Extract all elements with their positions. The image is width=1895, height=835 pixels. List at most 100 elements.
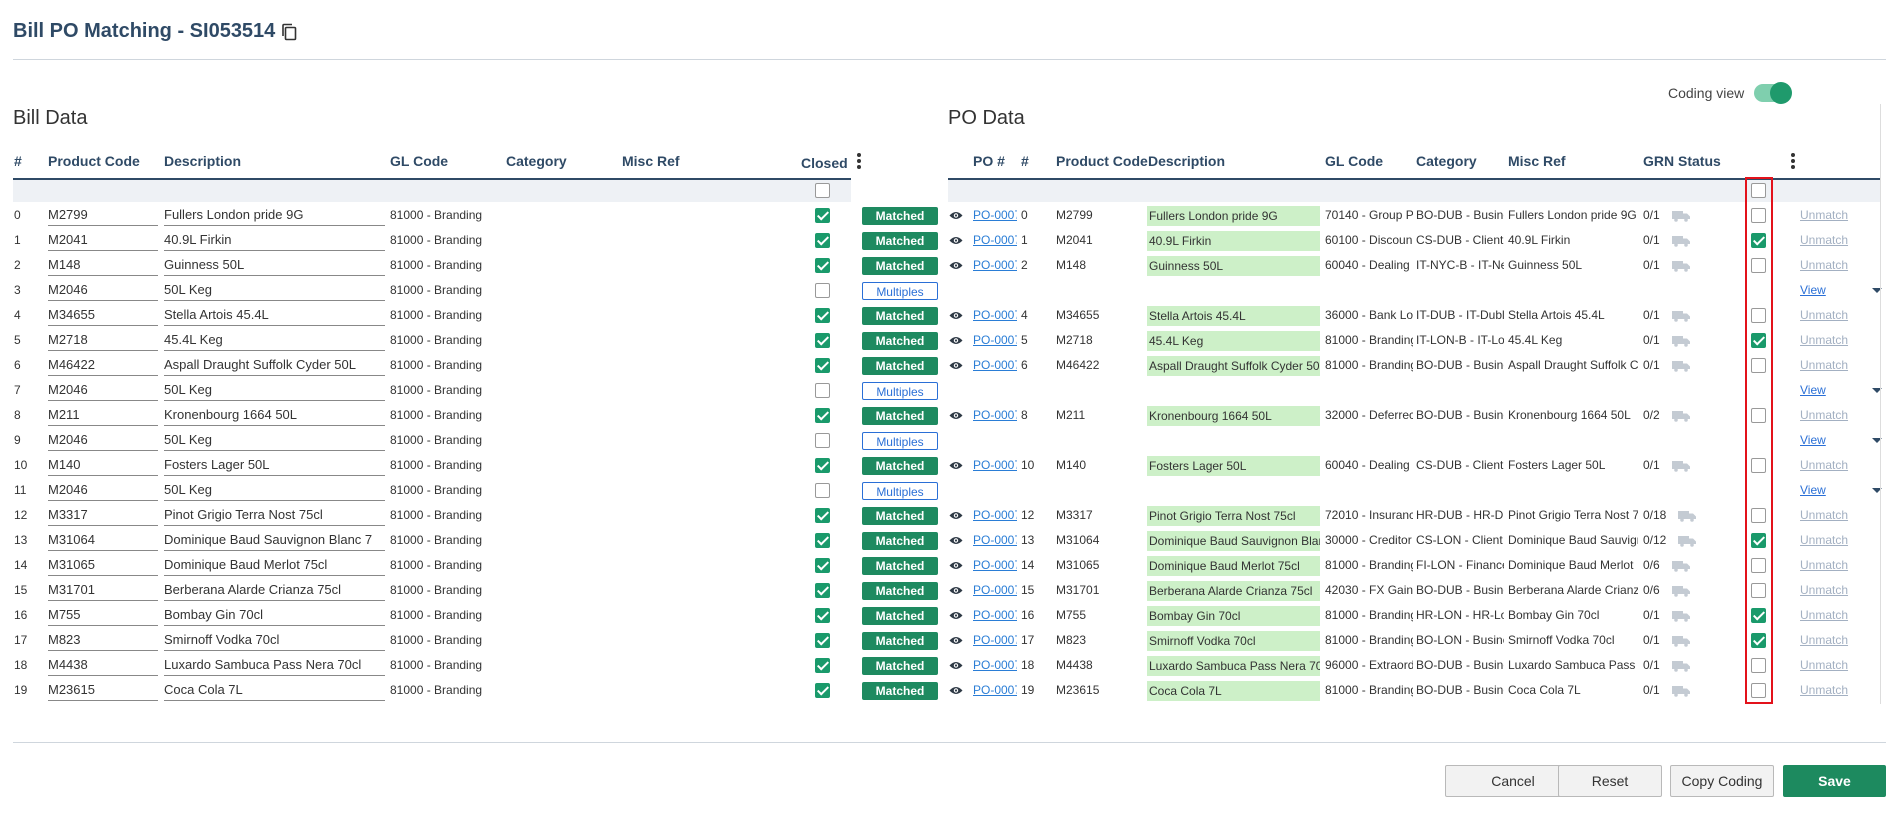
bill-description-field[interactable]: Smirnoff Vodka 70cl <box>164 630 385 651</box>
po-row-checkbox[interactable] <box>1751 508 1766 523</box>
bill-description-field[interactable]: Aspall Draught Suffolk Cyder 50L <box>164 355 385 376</box>
bill-product-code-field[interactable]: M4438 <box>48 655 158 676</box>
bill-product-code-field[interactable]: M34655 <box>48 305 158 326</box>
bill-closed-checkbox[interactable] <box>815 508 830 523</box>
eye-icon[interactable] <box>949 561 963 570</box>
bill-description-field[interactable]: 50L Keg <box>164 280 385 301</box>
po-number-link[interactable]: PO-0007 <box>973 558 1017 572</box>
unmatch-link[interactable]: Unmatch <box>1800 583 1849 597</box>
eye-icon[interactable] <box>949 411 963 420</box>
unmatch-link[interactable]: Unmatch <box>1800 608 1849 622</box>
po-row-checkbox[interactable] <box>1751 683 1766 698</box>
match-status-badge[interactable]: Matched <box>862 682 938 700</box>
po-number-link[interactable]: PO-0007 <box>973 633 1017 647</box>
eye-icon[interactable] <box>949 536 963 545</box>
po-number-link[interactable]: PO-0007 <box>973 683 1017 697</box>
match-status-badge[interactable]: Matched <box>862 407 938 425</box>
eye-icon[interactable] <box>949 361 963 370</box>
unmatch-link[interactable]: Unmatch <box>1800 458 1849 472</box>
bill-description-field[interactable]: Bombay Gin 70cl <box>164 605 385 626</box>
unmatch-link[interactable]: Unmatch <box>1800 633 1849 647</box>
bill-closed-checkbox[interactable] <box>815 683 830 698</box>
bill-product-code-field[interactable]: M2041 <box>48 230 158 251</box>
unmatch-link[interactable]: Unmatch <box>1800 358 1849 372</box>
chevron-down-icon[interactable] <box>1872 488 1882 493</box>
po-row-checkbox[interactable] <box>1751 233 1766 248</box>
bill-closed-checkbox[interactable] <box>815 433 830 448</box>
eye-icon[interactable] <box>949 661 963 670</box>
po-row-checkbox[interactable] <box>1751 458 1766 473</box>
bill-product-code-field[interactable]: M2046 <box>48 430 158 451</box>
po-number-link[interactable]: PO-0007 <box>973 533 1017 547</box>
po-column-menu-icon[interactable] <box>1791 153 1795 171</box>
bill-closed-checkbox[interactable] <box>815 358 830 373</box>
po-number-link[interactable]: PO-0007 <box>973 458 1017 472</box>
match-status-badge[interactable]: Matched <box>862 557 938 575</box>
bill-closed-checkbox[interactable] <box>815 533 830 548</box>
bill-description-field[interactable]: Fosters Lager 50L <box>164 455 385 476</box>
match-status-badge[interactable]: Multiples <box>862 282 938 300</box>
bill-product-code-field[interactable]: M23615 <box>48 680 158 701</box>
unmatch-link[interactable]: Unmatch <box>1800 408 1849 422</box>
unmatch-link[interactable]: Unmatch <box>1800 508 1849 522</box>
unmatch-link[interactable]: Unmatch <box>1800 258 1849 272</box>
eye-icon[interactable] <box>949 461 963 470</box>
unmatch-link[interactable]: Unmatch <box>1800 658 1849 672</box>
unmatch-link[interactable]: Unmatch <box>1800 333 1849 347</box>
bill-product-code-field[interactable]: M2046 <box>48 480 158 501</box>
chevron-down-icon[interactable] <box>1872 438 1882 443</box>
bill-closed-checkbox[interactable] <box>815 483 830 498</box>
bill-closed-checkbox[interactable] <box>815 208 830 223</box>
bill-closed-checkbox[interactable] <box>815 558 830 573</box>
match-status-badge[interactable]: Matched <box>862 532 938 550</box>
unmatch-link[interactable]: Unmatch <box>1800 533 1849 547</box>
chevron-down-icon[interactable] <box>1872 288 1882 293</box>
eye-icon[interactable] <box>949 586 963 595</box>
coding-view-toggle[interactable] <box>1754 82 1793 104</box>
unmatch-link[interactable]: Unmatch <box>1800 308 1849 322</box>
chevron-down-icon[interactable] <box>1872 388 1882 393</box>
bill-description-field[interactable]: Kronenbourg 1664 50L <box>164 405 385 426</box>
bill-description-field[interactable]: 50L Keg <box>164 380 385 401</box>
po-row-checkbox[interactable] <box>1751 358 1766 373</box>
bill-description-field[interactable]: 50L Keg <box>164 430 385 451</box>
bill-closed-checkbox[interactable] <box>815 408 830 423</box>
po-row-checkbox[interactable] <box>1751 333 1766 348</box>
copy-icon[interactable] <box>281 23 297 41</box>
bill-product-code-field[interactable]: M148 <box>48 255 158 276</box>
match-status-badge[interactable]: Multiples <box>862 482 938 500</box>
bill-product-code-field[interactable]: M823 <box>48 630 158 651</box>
po-row-checkbox[interactable] <box>1751 308 1766 323</box>
view-link[interactable]: View <box>1800 283 1826 297</box>
po-select-all-checkbox[interactable] <box>1751 183 1766 198</box>
view-link[interactable]: View <box>1800 383 1826 397</box>
bill-product-code-field[interactable]: M140 <box>48 455 158 476</box>
bill-select-all-checkbox[interactable] <box>815 183 830 198</box>
reset-button[interactable]: Reset <box>1558 765 1662 797</box>
match-status-badge[interactable]: Matched <box>862 582 938 600</box>
bill-description-field[interactable]: Berberana Alarde Crianza 75cl <box>164 580 385 601</box>
eye-icon[interactable] <box>949 611 963 620</box>
unmatch-link[interactable]: Unmatch <box>1800 233 1849 247</box>
match-status-badge[interactable]: Matched <box>862 507 938 525</box>
unmatch-link[interactable]: Unmatch <box>1800 208 1849 222</box>
bill-description-field[interactable]: Dominique Baud Merlot 75cl <box>164 555 385 576</box>
eye-icon[interactable] <box>949 336 963 345</box>
eye-icon[interactable] <box>949 686 963 695</box>
eye-icon[interactable] <box>949 236 963 245</box>
po-row-checkbox[interactable] <box>1751 258 1766 273</box>
eye-icon[interactable] <box>949 511 963 520</box>
bill-product-code-field[interactable]: M211 <box>48 405 158 426</box>
match-status-badge[interactable]: Matched <box>862 307 938 325</box>
po-row-checkbox[interactable] <box>1751 633 1766 648</box>
bill-description-field[interactable]: Dominique Baud Sauvignon Blanc 7 <box>164 530 385 551</box>
po-row-checkbox[interactable] <box>1751 533 1766 548</box>
po-number-link[interactable]: PO-0007 <box>973 658 1017 672</box>
bill-product-code-field[interactable]: M46422 <box>48 355 158 376</box>
bill-product-code-field[interactable]: M2799 <box>48 205 158 226</box>
bill-closed-checkbox[interactable] <box>815 633 830 648</box>
save-button[interactable]: Save <box>1783 765 1886 797</box>
bill-product-code-field[interactable]: M31701 <box>48 580 158 601</box>
po-number-link[interactable]: PO-0007 <box>973 233 1017 247</box>
bill-closed-checkbox[interactable] <box>815 258 830 273</box>
